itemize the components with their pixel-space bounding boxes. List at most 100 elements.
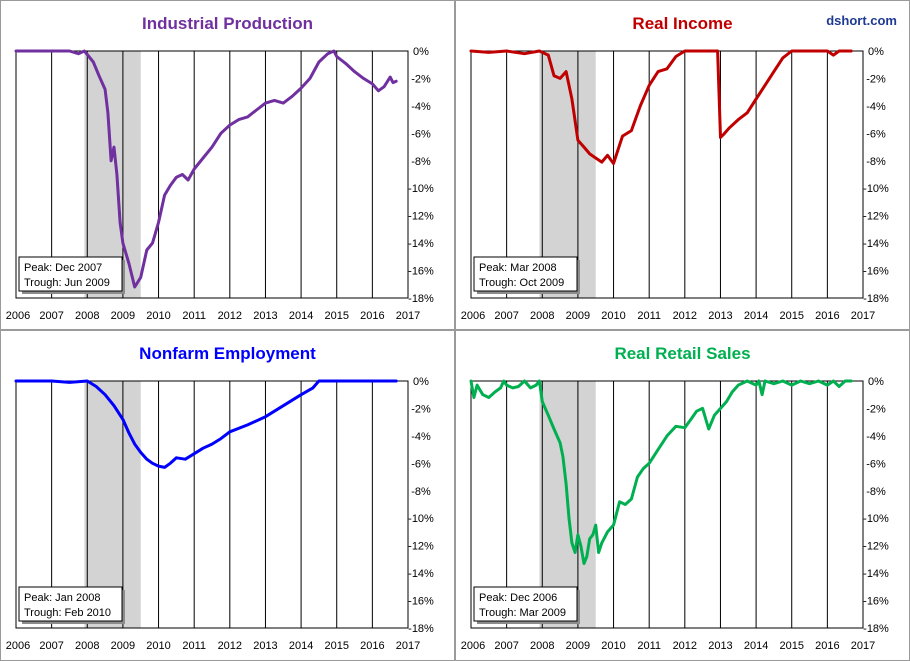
annotation-box xyxy=(473,586,578,622)
y-tick-label: -12% xyxy=(408,541,434,553)
x-tick-label: 2007 xyxy=(494,310,518,322)
plot-area-frame xyxy=(15,380,409,629)
y-tick-label: -8% xyxy=(866,156,886,168)
y-tick-label: -12% xyxy=(863,211,889,223)
series-line xyxy=(14,379,398,469)
annotation-peak: Peak: Jan 2008 xyxy=(24,592,100,604)
y-tick-label: -12% xyxy=(408,211,434,223)
y-tick-label: -6% xyxy=(866,458,886,470)
y-tick-label: -6% xyxy=(866,128,886,140)
x-tick-label: 2009 xyxy=(111,310,135,322)
y-tick-label: -16% xyxy=(408,596,434,608)
y-tick-label: 0% xyxy=(413,46,429,58)
y-tick-label: -6% xyxy=(411,458,431,470)
annotation-box xyxy=(18,256,123,292)
x-tick-label: 2010 xyxy=(146,640,170,652)
chart-title: Real Income xyxy=(632,14,732,33)
y-tick-label: -8% xyxy=(866,486,886,498)
y-tick-label: 0% xyxy=(868,46,884,58)
annotation-peak: Peak: Dec 2006 xyxy=(479,592,557,604)
x-tick-label: 2016 xyxy=(815,640,839,652)
x-tick-label: 2017 xyxy=(396,310,420,322)
plot-area-frame xyxy=(470,50,864,299)
x-tick-label: 2017 xyxy=(851,640,875,652)
y-tick-label: -2% xyxy=(866,403,886,415)
real-income-chart: Real Income dshort.com 0% -2% -4% -6% -8% -10% -… xyxy=(461,13,897,322)
series-line xyxy=(14,49,398,289)
x-tick-label: 2015 xyxy=(779,310,803,322)
x-tick-label: 2007 xyxy=(39,640,63,652)
x-tick-label: 2011 xyxy=(182,640,206,652)
x-tick-label: 2010 xyxy=(146,310,170,322)
y-tick-label: -2% xyxy=(411,403,431,415)
y-tick-label: -16% xyxy=(408,266,434,278)
x-tick-label: 2009 xyxy=(566,310,590,322)
x-tick-label: 2007 xyxy=(494,640,518,652)
x-tick-label: 2014 xyxy=(744,310,768,322)
x-tick-label: 2006 xyxy=(461,640,485,652)
chart-title: Nonfarm Employment xyxy=(139,344,316,363)
real-retail-sales-panel: Real Retail Sales 0% -2% -4% -6% -8% -10% -12% -… xyxy=(455,330,910,661)
x-tick-label: 2011 xyxy=(182,310,206,322)
y-tick-label: -18% xyxy=(863,293,889,305)
annotation-box xyxy=(18,586,123,622)
x-tick-label: 2012 xyxy=(218,640,242,652)
nonfarm-employment-panel: Nonfarm Employment 0% -2% -4% -6% -8% -10% -12%… xyxy=(0,330,455,661)
x-tick-label: 2011 xyxy=(637,310,661,322)
x-tick-label: 2006 xyxy=(6,640,30,652)
chart-title: Industrial Production xyxy=(142,14,313,33)
x-tick-label: 2008 xyxy=(75,310,99,322)
y-tick-label: -14% xyxy=(408,238,434,250)
x-tick-label: 2016 xyxy=(360,310,384,322)
x-tick-label: 2008 xyxy=(75,640,99,652)
y-tick-label: -10% xyxy=(863,183,889,195)
x-tick-label: 2017 xyxy=(851,310,875,322)
nonfarm-employment-chart: Nonfarm Employment 0% -2% -4% -6% -8% -10% -12%… xyxy=(6,344,434,652)
annotation-peak: Peak: Dec 2007 xyxy=(24,262,102,274)
y-tick-label: -2% xyxy=(866,73,886,85)
plot-area-frame xyxy=(470,380,864,629)
y-tick-label: -18% xyxy=(408,293,434,305)
annotation-box xyxy=(473,256,578,292)
annotation-trough: Trough: Mar 2009 xyxy=(479,607,566,619)
x-tick-label: 2011 xyxy=(637,640,661,652)
y-tick-label: -8% xyxy=(411,156,431,168)
x-tick-label: 2006 xyxy=(461,310,485,322)
x-tick-label: 2008 xyxy=(530,310,554,322)
x-tick-label: 2015 xyxy=(324,310,348,322)
x-tick-label: 2013 xyxy=(708,640,732,652)
y-tick-label: -10% xyxy=(408,183,434,195)
x-tick-label: 2009 xyxy=(566,640,590,652)
series-line xyxy=(469,379,853,565)
plot-area-frame xyxy=(15,50,409,299)
x-tick-label: 2014 xyxy=(744,640,768,652)
chart-title: Real Retail Sales xyxy=(614,344,750,363)
y-tick-label: -14% xyxy=(408,568,434,580)
x-tick-label: 2010 xyxy=(601,310,625,322)
y-tick-label: -10% xyxy=(408,513,434,525)
y-tick-label: 0% xyxy=(868,376,884,388)
brand-label: dshort.com xyxy=(826,13,897,28)
x-tick-label: 2010 xyxy=(601,640,625,652)
x-tick-label: 2007 xyxy=(39,310,63,322)
y-tick-label: -10% xyxy=(863,513,889,525)
y-tick-label: -18% xyxy=(408,623,434,635)
x-tick-label: 2015 xyxy=(324,640,348,652)
industrial-production-chart: Industrial Production 0% -2% -4% -6% -8% -10% -… xyxy=(6,14,434,322)
x-tick-label: 2014 xyxy=(289,640,313,652)
annotation-trough: Trough: Jun 2009 xyxy=(24,277,110,289)
y-tick-label: -4% xyxy=(411,101,431,113)
x-tick-label: 2017 xyxy=(396,640,420,652)
y-tick-label: -2% xyxy=(411,73,431,85)
y-tick-label: -16% xyxy=(863,266,889,278)
x-tick-label: 2012 xyxy=(218,310,242,322)
annotation-trough: Trough: Feb 2010 xyxy=(24,607,111,619)
annotation-peak: Peak: Mar 2008 xyxy=(479,262,557,274)
y-tick-label: -8% xyxy=(411,486,431,498)
y-tick-label: -4% xyxy=(866,101,886,113)
series-line xyxy=(469,49,853,165)
x-tick-label: 2008 xyxy=(530,640,554,652)
x-tick-label: 2013 xyxy=(253,640,277,652)
y-tick-label: -6% xyxy=(411,128,431,140)
real-retail-sales-chart: Real Retail Sales 0% -2% -4% -6% -8% -10% -12% -… xyxy=(461,344,889,652)
